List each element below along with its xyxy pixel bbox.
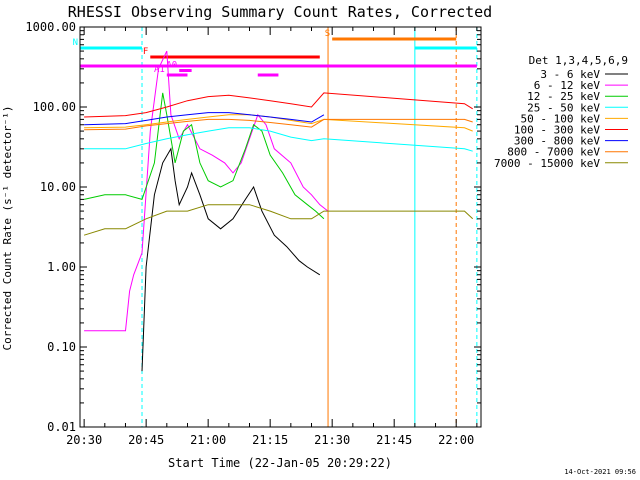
- x-tick-label-0: 20:30: [66, 433, 102, 447]
- legend-title: Det 1,3,4,5,6,9: [529, 54, 628, 67]
- series-line-3: [84, 127, 473, 152]
- y-tick-label-5: 1000.00: [25, 20, 76, 34]
- series-line-1: [84, 50, 329, 332]
- x-axis-label: Start Time (22-Jan-05 20:29:22): [168, 456, 392, 470]
- legend-label-1: 6 - 12 keV: [534, 79, 601, 92]
- plot-frame: [79, 26, 482, 428]
- x-tick-label-6: 22:00: [438, 433, 474, 447]
- y-axis-label: Corrected Count Rate (s⁻¹ detector⁻¹): [1, 105, 14, 350]
- flag-label-a0: A0: [166, 61, 177, 71]
- y-tick-label-3: 10.00: [40, 180, 76, 194]
- series-line-8: [83, 204, 474, 236]
- series-line-0: [141, 147, 321, 372]
- series-line-2: [83, 92, 325, 220]
- x-tick-label-4: 21:30: [314, 433, 350, 447]
- legend-label-6: 300 - 800 keV: [514, 135, 600, 148]
- x-tick-label-3: 21:15: [252, 433, 288, 447]
- chart-title: RHESSI Observing Summary Count Rates, Co…: [68, 3, 492, 21]
- y-tick-label-4: 100.00: [33, 100, 76, 114]
- legend-label-7: 800 - 7000 keV: [507, 146, 600, 159]
- legend-label-8: 7000 - 15000 keV: [494, 157, 600, 170]
- y-tick-label-0: 0.01: [47, 420, 76, 434]
- y-tick-label-2: 1.00: [47, 260, 76, 274]
- legend-label-5: 100 - 300 keV: [514, 124, 600, 137]
- flag-label-a1: A1: [154, 65, 165, 75]
- series-line-6: [84, 112, 325, 126]
- flag-label-s: S: [325, 29, 330, 39]
- flag-label-f: F: [143, 47, 148, 57]
- y-tick-label-1: 0.10: [47, 340, 76, 354]
- x-tick-label-2: 21:00: [190, 433, 226, 447]
- legend-label-3: 25 - 50 keV: [527, 101, 600, 114]
- flag-label-n: N: [73, 38, 78, 48]
- series-line-5: [84, 92, 473, 118]
- series-line-7: [84, 118, 473, 131]
- legend-label-0: 3 - 6 keV: [540, 68, 600, 81]
- legend-label-2: 12 - 25 keV: [527, 90, 600, 103]
- footer-date: 14-Oct-2021 09:56: [564, 468, 636, 476]
- legend-label-4: 50 - 100 keV: [521, 112, 601, 125]
- x-tick-label-1: 20:45: [128, 433, 164, 447]
- x-tick-label-5: 21:45: [376, 433, 412, 447]
